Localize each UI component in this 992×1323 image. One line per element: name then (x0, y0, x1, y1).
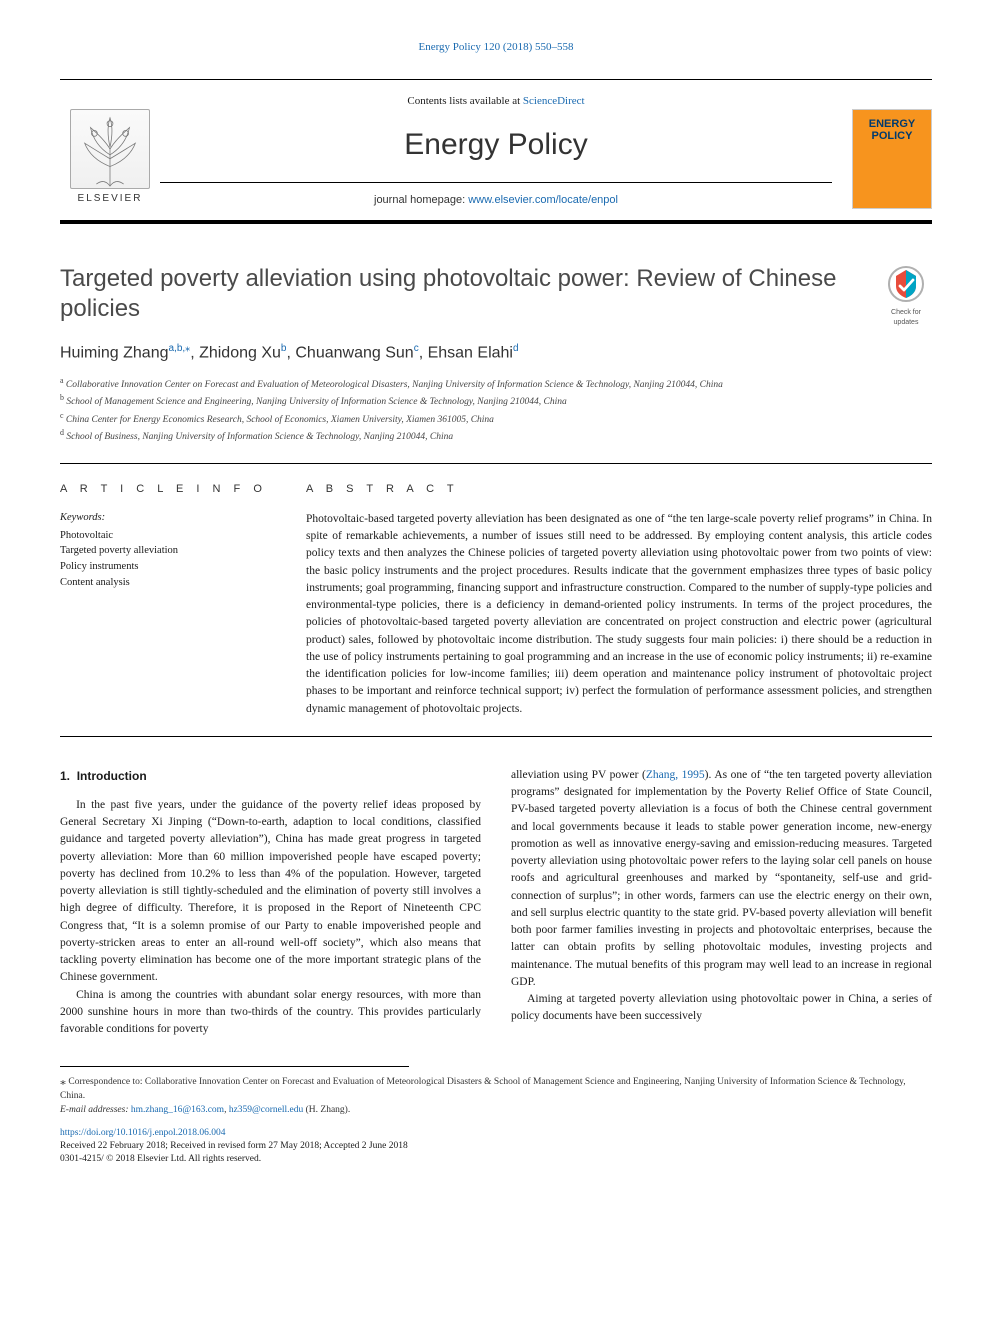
section-title: Introduction (77, 769, 147, 783)
email-line: E-mail addresses: hm.zhang_16@163.com, h… (60, 1104, 932, 1117)
paragraph-text: alleviation using PV power ( (511, 769, 646, 781)
badge-label-2: updates (880, 318, 932, 328)
contents-available-line: Contents lists available at ScienceDirec… (160, 94, 832, 109)
doi-link[interactable]: https://doi.org/10.1016/j.enpol.2018.06.… (60, 1128, 226, 1138)
divider (60, 736, 932, 737)
cover-title-line1: ENERGY (869, 118, 915, 130)
journal-cover-thumb: ENERGY POLICY (852, 109, 932, 209)
header-right: ENERGY POLICY (832, 105, 932, 209)
publisher-name: ELSEVIER (78, 192, 143, 206)
section-number: 1. (60, 769, 70, 783)
asterisk-icon: ⁎ (60, 1074, 66, 1088)
copyright-line: 0301-4215/ © 2018 Elsevier Ltd. All righ… (60, 1154, 261, 1164)
sciencedirect-link[interactable]: ScienceDirect (523, 95, 585, 107)
badge-label-1: Check for (880, 308, 932, 318)
email-link[interactable]: hm.zhang_16@163.com (131, 1105, 224, 1115)
affiliations: a Collaborative Innovation Center on For… (60, 375, 932, 445)
article-info-column: A R T I C L E I N F O Keywords: Photovol… (60, 482, 270, 718)
author-list: Huiming Zhanga,b,⁎, Zhidong Xub, Chuanwa… (60, 342, 932, 365)
paragraph-text: ). As one of “the ten targeted poverty a… (511, 769, 932, 988)
abstract-column: A B S T R A C T Photovoltaic-based targe… (306, 482, 932, 718)
article-info-heading: A R T I C L E I N F O (60, 482, 270, 497)
publisher-logo-block: ELSEVIER (60, 109, 160, 206)
homepage-label: journal homepage: (374, 194, 468, 206)
footnotes: ⁎ Correspondence to: Collaborative Innov… (60, 1073, 932, 1116)
divider (60, 463, 932, 464)
journal-header: ELSEVIER Contents lists available at Sci… (60, 79, 932, 224)
journal-title: Energy Policy (160, 124, 832, 166)
body-paragraph: China is among the countries with abunda… (60, 987, 481, 1039)
info-abstract-row: A R T I C L E I N F O Keywords: Photovol… (60, 482, 932, 718)
footnote-divider (60, 1066, 409, 1067)
section-heading: 1. Introduction (60, 767, 481, 785)
cover-title-line2: POLICY (872, 130, 913, 142)
keywords-label: Keywords: (60, 511, 270, 526)
header-center: Contents lists available at ScienceDirec… (160, 94, 832, 220)
email-link[interactable]: hz359@cornell.edu (229, 1105, 303, 1115)
article-title: Targeted poverty alleviation using photo… (60, 264, 932, 324)
check-updates-badge[interactable]: Check for updates (880, 264, 932, 327)
body-paragraph: In the past five years, under the guidan… (60, 797, 481, 987)
abstract-heading: A B S T R A C T (306, 482, 932, 497)
email-person: (H. Zhang). (306, 1105, 351, 1115)
journal-homepage-line: journal homepage: www.elsevier.com/locat… (160, 182, 832, 208)
corresponding-text: Correspondence to: Collaborative Innovat… (60, 1077, 906, 1101)
journal-reference: Energy Policy 120 (2018) 550–558 (60, 40, 932, 55)
received-line: Received 22 February 2018; Received in r… (60, 1141, 408, 1151)
contents-prefix: Contents lists available at (407, 95, 522, 107)
email-label: E-mail addresses: (60, 1105, 129, 1115)
corresponding-note: ⁎ Correspondence to: Collaborative Innov… (60, 1073, 932, 1103)
article-header: Check for updates Targeted poverty allev… (60, 264, 932, 444)
doi-block: https://doi.org/10.1016/j.enpol.2018.06.… (60, 1127, 932, 1167)
homepage-url[interactable]: www.elsevier.com/locate/enpol (468, 194, 618, 206)
body-paragraph: alleviation using PV power (Zhang, 1995)… (511, 767, 932, 991)
citation-link[interactable]: Zhang, 1995 (646, 769, 705, 781)
body-paragraph: Aiming at targeted poverty alleviation u… (511, 991, 932, 1026)
keywords-list: PhotovoltaicTargeted poverty alleviation… (60, 528, 270, 591)
abstract-text: Photovoltaic-based targeted poverty alle… (306, 511, 932, 718)
body-two-column: 1. Introduction In the past five years, … (60, 767, 932, 1039)
elsevier-tree-icon (70, 109, 150, 189)
